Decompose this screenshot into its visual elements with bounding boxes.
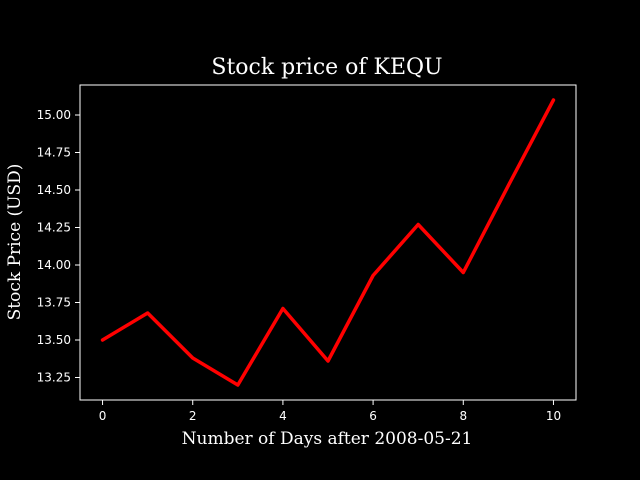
data-point: [371, 274, 375, 277]
x-tick-label: 0: [99, 409, 107, 423]
data-point: [101, 338, 105, 342]
chart-title: Stock price of KEQU: [211, 55, 442, 80]
x-axis-label: Number of Days after 2008-05-21: [182, 429, 473, 449]
y-axis-label: Stock Price (USD): [5, 164, 25, 321]
x-tick-label: 2: [189, 409, 197, 423]
x-tick-label: 6: [369, 409, 377, 423]
y-tick-label: 14.75: [37, 146, 71, 160]
data-point: [506, 184, 510, 187]
x-tick-label: 10: [546, 409, 561, 423]
x-axis: 0 2 4 6 8 10: [99, 400, 561, 423]
y-tick-label: 13.75: [37, 296, 71, 310]
data-point: [191, 356, 195, 360]
data-point: [281, 307, 285, 310]
data-point: [326, 359, 330, 363]
data-point: [461, 271, 465, 274]
x-tick-label: 4: [279, 409, 287, 423]
series-line: [100, 98, 556, 387]
x-tick-label: 8: [459, 409, 467, 423]
data-point: [416, 223, 420, 226]
y-tick-label: 14.50: [37, 183, 71, 197]
data-point: [236, 383, 240, 387]
y-tick-label: 13.50: [37, 333, 71, 347]
data-point: [146, 311, 150, 315]
y-tick-label: 15.00: [37, 108, 71, 122]
data-point: [551, 98, 555, 102]
y-axis: 13.25 13.50 13.75 14.00 14.25 14.50 14.75 15.00: [37, 108, 80, 385]
data-points: [101, 98, 555, 387]
plot-frame: [79, 84, 577, 401]
y-tick-label: 13.25: [37, 371, 71, 385]
y-tick-label: 14.25: [37, 221, 71, 235]
y-tick-label: 14.00: [37, 258, 71, 272]
